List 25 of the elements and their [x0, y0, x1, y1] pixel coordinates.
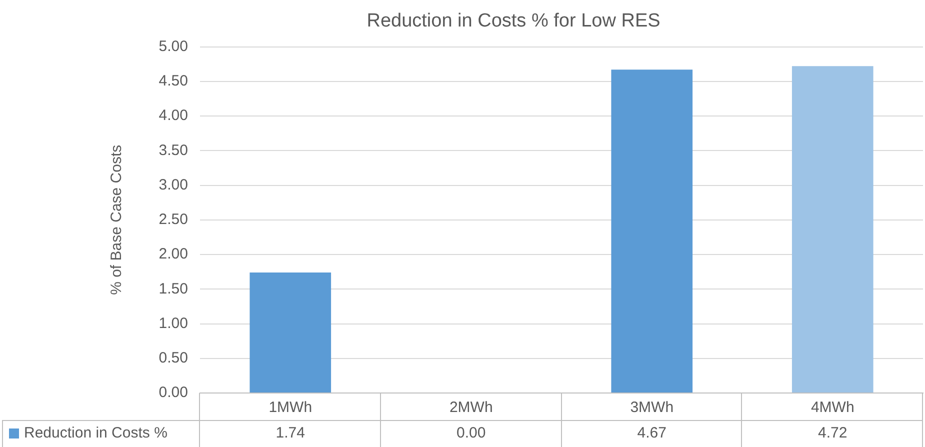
bar	[611, 70, 693, 392]
y-tick-label: 1.00	[158, 314, 188, 332]
y-tick-label: 4.50	[158, 72, 188, 90]
x-tick-label: 1MWh	[268, 399, 312, 416]
data-label: 4.72	[818, 424, 848, 442]
x-tick-label: 3MWh	[630, 399, 674, 416]
y-axis-title: % of Base Case Costs	[108, 144, 126, 295]
x-tick-label: 2MWh	[449, 399, 493, 416]
y-tick-label: 4.00	[158, 107, 188, 124]
bar	[250, 272, 332, 392]
data-label: 1.74	[276, 424, 305, 442]
y-tick-label: 0.50	[158, 350, 188, 367]
bar	[792, 66, 874, 392]
legend-label: Reduction in Costs %	[24, 424, 168, 442]
chart-title: Reduction in Costs % for Low RES	[366, 10, 660, 32]
x-tick-label: 4MWh	[810, 399, 854, 416]
y-tick-label: 1.50	[158, 280, 188, 298]
y-tick-label: 5.00	[158, 38, 188, 55]
y-tick-label: 3.00	[158, 176, 188, 194]
data-label: 0.00	[456, 424, 486, 442]
data-label: 4.67	[637, 424, 666, 442]
y-tick-label: 2.00	[158, 246, 188, 263]
y-tick-label: 0.00	[158, 384, 188, 402]
y-tick-label: 3.50	[158, 142, 188, 159]
y-tick-label: 2.50	[158, 211, 188, 228]
